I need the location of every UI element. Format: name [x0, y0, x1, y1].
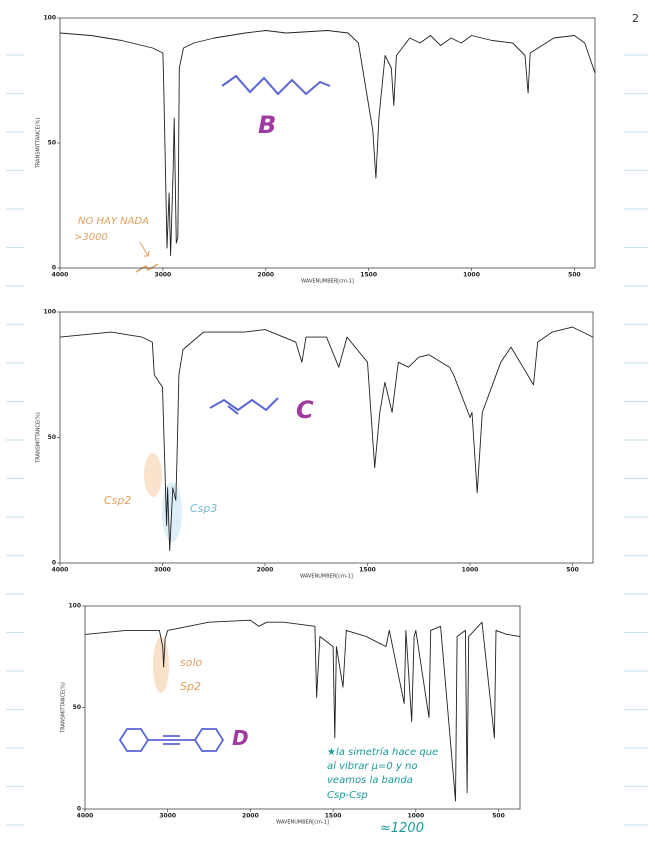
- y-tick-label: 0: [77, 806, 81, 813]
- x-tick-label: 1500: [325, 813, 342, 820]
- y-tick-label: 100: [68, 603, 81, 610]
- note: al vibrar μ=0 y no: [327, 761, 418, 772]
- spectrum-line: [59, 30, 596, 256]
- y-axis-label: TRANSMITTANCE(%): [36, 118, 42, 170]
- x-tick-label: 4000: [52, 567, 69, 574]
- highlight: [144, 453, 162, 497]
- y-tick-label: 50: [48, 434, 56, 441]
- x-tick-label: 4000: [77, 813, 94, 820]
- hexene-sketch: [209, 397, 279, 415]
- x-tick-label: 3000: [159, 813, 176, 820]
- x-tick-label: 4000: [52, 272, 69, 279]
- x-tick-label: 1000: [462, 567, 479, 574]
- y-axis-label: TRANSMITTANCE(%): [36, 412, 42, 464]
- note: Sp2: [180, 680, 201, 693]
- x-tick-label: 3000: [155, 272, 172, 279]
- x-axis-label: WAVENUMBER[cm-1]: [276, 820, 329, 826]
- note: Csp-Csp: [327, 790, 368, 801]
- note: Csp2: [104, 494, 131, 507]
- highlight: [153, 637, 169, 693]
- note: >3000: [74, 232, 108, 243]
- x-tick-label: 500: [568, 272, 581, 279]
- note: ≈1200: [380, 821, 424, 836]
- x-tick-label: 1500: [359, 567, 376, 574]
- y-tick-label: 100: [43, 15, 56, 22]
- arrow: [139, 241, 150, 257]
- x-tick-label: 1000: [407, 813, 424, 820]
- note: D: [232, 726, 249, 750]
- x-tick-label: 1000: [463, 272, 480, 279]
- note: Csp3: [190, 502, 217, 515]
- spectrum-line: [84, 619, 521, 802]
- y-tick-label: 50: [48, 140, 56, 147]
- x-tick-label: 3000: [154, 567, 171, 574]
- y-axis-label: TRANSMITTANCE(%): [61, 682, 67, 734]
- x-tick-label: 500: [492, 813, 505, 820]
- x-axis-label: WAVENUMBER[cm-1]: [300, 574, 353, 580]
- note: B: [258, 111, 276, 139]
- x-tick-label: 2000: [242, 813, 259, 820]
- spectrum-line: [59, 326, 594, 551]
- note: NO HAY NADA: [78, 216, 149, 227]
- note: veamos la banda: [327, 775, 413, 786]
- x-tick-label: 2000: [257, 567, 274, 574]
- note: ★la simetría hace que: [327, 746, 438, 758]
- note: solo: [180, 656, 203, 669]
- page-number: 2: [632, 12, 639, 25]
- y-tick-label: 0: [52, 265, 56, 272]
- x-tick-label: 2000: [257, 272, 274, 279]
- octane-sketch: [221, 74, 331, 96]
- x-tick-label: 1500: [360, 272, 377, 279]
- x-axis-label: WAVENUMBER[cm-1]: [301, 279, 354, 285]
- y-tick-label: 100: [43, 309, 56, 316]
- diphenylacetylene-sketch: [118, 728, 225, 752]
- note: C: [296, 396, 314, 424]
- x-tick-label: 500: [566, 567, 579, 574]
- y-tick-label: 0: [52, 560, 56, 567]
- y-tick-label: 50: [73, 704, 81, 711]
